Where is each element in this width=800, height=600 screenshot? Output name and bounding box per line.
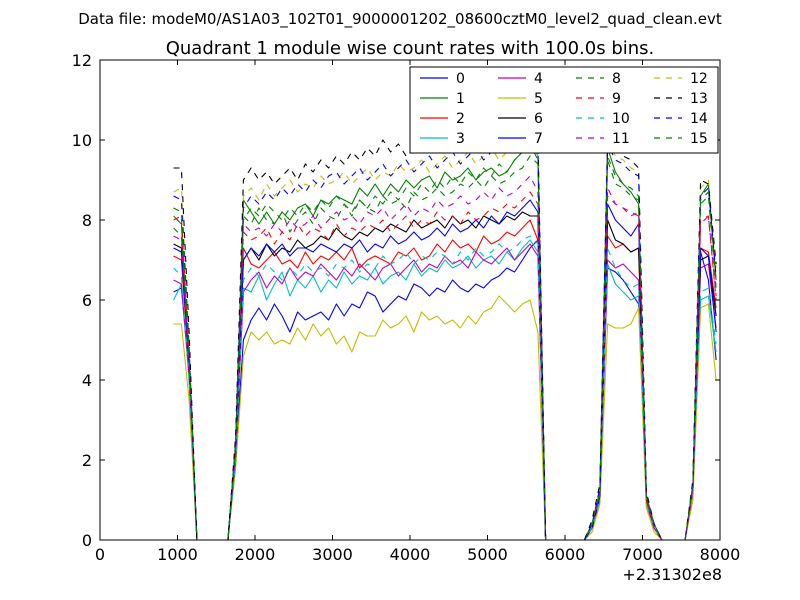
x-tick-label: 5000 [467, 545, 508, 564]
legend-label-8: 8 [612, 71, 621, 87]
y-tick-label: 8 [82, 211, 92, 230]
legend-label-1: 1 [456, 91, 465, 107]
series-line-13 [173, 107, 717, 541]
legend-label-7: 7 [534, 131, 543, 147]
legend-label-14: 14 [690, 111, 708, 127]
x-tick-label: 7000 [622, 545, 663, 564]
legend-label-5: 5 [534, 91, 543, 107]
legend-label-9: 9 [612, 91, 621, 107]
x-tick-label: 6000 [545, 545, 586, 564]
chart-title: Quadrant 1 module wise count rates with … [166, 38, 655, 59]
chart-suptitle: Data file: modeM0/AS1A03_102T01_90000012… [78, 10, 722, 29]
series-line-2 [173, 219, 717, 541]
legend-label-4: 4 [534, 71, 543, 87]
y-tick-label: 0 [82, 531, 92, 550]
axes-layer: 0 1000 2000 3000 4000 5000 6000 7000 80000246810… [72, 51, 741, 564]
legend-box [409, 66, 719, 154]
series-line-4 [173, 243, 717, 541]
y-tick-label: 6 [82, 291, 92, 310]
series-line-7 [173, 199, 717, 541]
x-tick-label: 3000 [312, 545, 353, 564]
series-line-6 [173, 211, 717, 541]
series-line-12 [173, 131, 717, 541]
y-tick-label: 12 [72, 51, 92, 70]
series-line-14 [173, 127, 717, 541]
series-line-10 [173, 235, 717, 541]
series-line-11 [173, 175, 717, 541]
series-line-9 [173, 191, 717, 541]
series-line-8 [173, 155, 717, 541]
legend-label-2: 2 [456, 111, 465, 127]
series-line-15 [173, 143, 717, 541]
legend-label-12: 12 [690, 71, 708, 87]
legend-label-0: 0 [456, 71, 465, 87]
x-offset-label: +2.31302e8 [622, 565, 722, 584]
x-tick-label: 8000 [700, 545, 741, 564]
legend-label-6: 6 [534, 111, 543, 127]
series-line-3 [173, 239, 717, 541]
y-tick-label: 10 [72, 131, 92, 150]
series-layer [173, 107, 717, 541]
legend-label-13: 13 [690, 91, 708, 107]
x-tick-label: 4000 [390, 545, 431, 564]
legend-label-3: 3 [456, 131, 465, 147]
legend-label-10: 10 [612, 111, 630, 127]
y-tick-label: 2 [82, 451, 92, 470]
x-tick-label: 2000 [235, 545, 276, 564]
x-tick-label: 0 [95, 545, 105, 564]
legend-label-15: 15 [690, 131, 708, 147]
series-line-0 [173, 239, 717, 541]
x-tick-label: 1000 [157, 545, 198, 564]
series-line-5 [173, 295, 717, 541]
legend-label-11: 11 [612, 131, 630, 147]
y-tick-label: 4 [82, 371, 92, 390]
